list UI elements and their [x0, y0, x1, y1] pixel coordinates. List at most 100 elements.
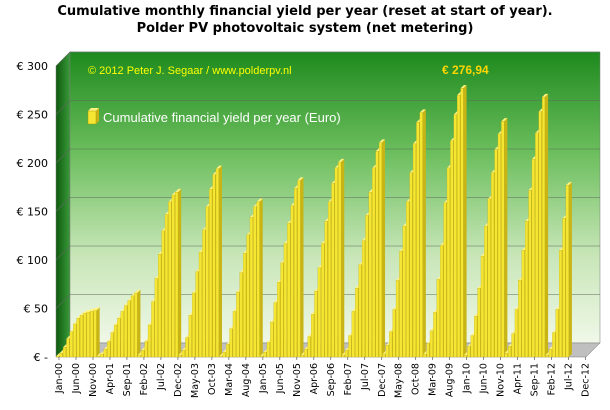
bar-front: [171, 194, 175, 358]
bar-front: [467, 346, 471, 358]
x-tick-label: Nov-05: [292, 363, 303, 397]
bar-top: [86, 309, 93, 313]
bar-front: [253, 206, 257, 358]
bar-top: [175, 188, 182, 193]
bar-front: [395, 280, 399, 358]
bar-front: [76, 318, 80, 358]
bar-front: [344, 350, 348, 358]
bar-front: [168, 201, 172, 358]
bar-front: [117, 318, 121, 358]
bar-front: [406, 201, 410, 358]
x-tick-label: Aug-04: [241, 363, 252, 397]
bar-front: [463, 354, 467, 358]
bar: [338, 158, 345, 358]
bar-front: [249, 217, 253, 358]
bar-front: [453, 114, 457, 358]
bar-side: [504, 118, 508, 357]
bar-top: [134, 289, 141, 293]
bar-front: [389, 331, 393, 358]
x-tick-label: Jun-05: [275, 363, 286, 394]
gridline-side: [55, 51, 71, 67]
x-tick-label: Jan-00: [54, 363, 65, 394]
x-tick-label: Feb-02: [139, 363, 150, 395]
bar-front: [402, 225, 406, 358]
bar-side: [568, 182, 572, 357]
x-tick-label: Oct-03: [207, 363, 218, 395]
bar-front: [113, 324, 117, 358]
bar-front: [178, 354, 182, 358]
bar-front: [62, 347, 67, 358]
bar-front: [181, 350, 185, 358]
bar-front: [154, 278, 158, 358]
gridline-side: [55, 245, 71, 261]
bar-front: [188, 315, 192, 358]
bar-front: [487, 198, 491, 358]
y-tick-label: € 150: [17, 206, 49, 219]
bar-front: [338, 161, 342, 358]
bar-front: [175, 191, 179, 358]
bar-top: [501, 118, 508, 122]
bar-front: [351, 311, 355, 358]
bar-front: [260, 355, 264, 358]
bar-top: [460, 85, 467, 89]
x-tick-label: Sep-01: [122, 363, 133, 396]
bar: [93, 307, 100, 358]
bar-front: [450, 140, 454, 358]
bar-front: [110, 332, 114, 358]
bar-front: [504, 352, 508, 358]
bar-front: [324, 221, 328, 358]
bar-top: [215, 165, 222, 169]
x-tick-label: Jul-12: [564, 363, 575, 391]
bar-front: [120, 311, 124, 358]
bar: [460, 85, 467, 358]
bar-front: [297, 180, 301, 358]
bar-front: [361, 240, 365, 358]
bar-top: [542, 93, 549, 98]
bar-front: [378, 142, 382, 358]
bar-front: [426, 343, 430, 358]
bar-front: [457, 94, 461, 358]
bar-front: [266, 342, 270, 358]
bar-front: [392, 309, 396, 358]
x-tick-label: Apr-11: [513, 363, 524, 394]
bar-front: [484, 225, 488, 358]
bar-front: [226, 344, 230, 358]
bar: [297, 177, 304, 358]
bar-front: [423, 353, 427, 358]
bar-side: [544, 93, 549, 357]
bar-front: [521, 250, 525, 358]
bar-front: [277, 282, 281, 358]
bar-front: [59, 352, 63, 358]
bar-top: [83, 310, 90, 314]
bar-front: [321, 243, 325, 358]
x-tick-label: Aug-09: [445, 363, 456, 397]
bar-front: [382, 353, 386, 358]
bar-front: [317, 267, 321, 358]
bar-side: [259, 198, 263, 357]
bar-front: [243, 253, 247, 358]
bar-front: [528, 190, 532, 358]
bar-front: [334, 167, 338, 358]
bar-front: [273, 302, 277, 358]
bar-front: [385, 345, 389, 358]
bar-front: [474, 316, 478, 358]
bar-side: [96, 307, 100, 357]
legend-label: Cumulative financial yield per year (Eur…: [103, 110, 341, 125]
x-tick-label: Dec-12: [581, 363, 592, 397]
bar-front: [151, 301, 155, 358]
bar-front: [287, 223, 291, 358]
bar-front: [535, 132, 539, 358]
bar-side: [137, 289, 141, 357]
bar-front: [164, 214, 168, 358]
bar-top: [90, 308, 97, 312]
bar-top: [565, 182, 572, 186]
bar-front: [130, 295, 134, 358]
y-tick-label: € 200: [17, 157, 49, 170]
bar-front: [158, 254, 162, 358]
x-tick-label: Dec-07: [377, 363, 388, 397]
bar-front: [229, 328, 233, 358]
bar-front: [236, 291, 240, 358]
bar-front: [358, 264, 362, 358]
legend: Cumulative financial yield per year (Eur…: [87, 108, 341, 125]
bar-front: [270, 321, 274, 358]
